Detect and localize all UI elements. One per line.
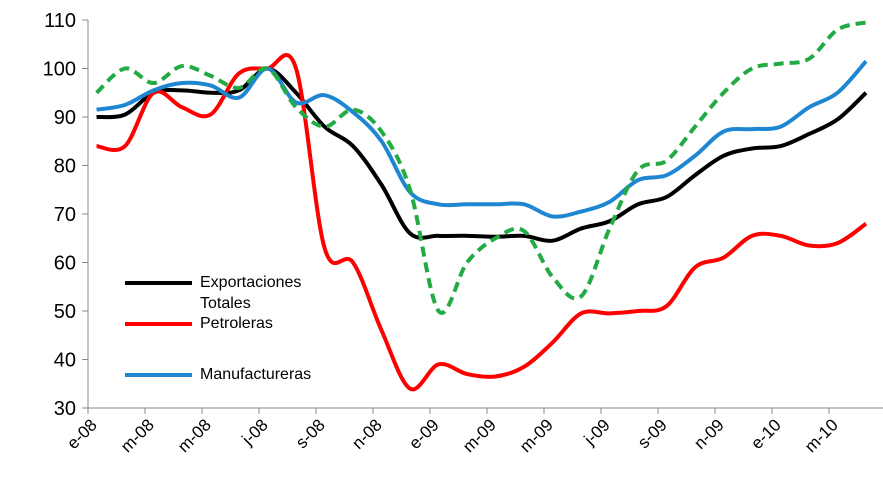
x-tick-label: j-09 (580, 415, 614, 449)
x-tick-label: m-08 (117, 415, 158, 456)
x-tick-label: s-08 (292, 415, 329, 452)
y-tick-label: 80 (54, 156, 76, 178)
legend-label: Petroleras (200, 315, 273, 332)
x-tick-label: e-08 (63, 415, 100, 452)
x-tick-label: m-09 (516, 415, 557, 456)
x-tick-label: n-08 (348, 415, 385, 452)
x-tick-label: m-08 (174, 415, 215, 456)
series-line (96, 53, 868, 392)
series-line (96, 59, 868, 219)
y-tick-label: 70 (54, 204, 76, 226)
series-line (96, 66, 868, 243)
y-tick-label: 40 (54, 350, 76, 372)
legend-label: Exportaciones Totales (200, 274, 302, 312)
y-tick-label: 100 (43, 59, 76, 81)
x-tick-label: m-10 (801, 415, 842, 456)
x-tick-label: s-09 (634, 415, 671, 452)
series-line (95, 20, 867, 315)
x-tick-label: e-10 (747, 415, 784, 452)
y-tick-label: 90 (54, 107, 76, 129)
y-tick-label: 30 (54, 398, 76, 420)
y-tick-label: 110 (44, 10, 76, 32)
y-tick-label: 60 (54, 253, 76, 275)
legend-label: Manufactureras (200, 366, 312, 383)
x-tick-label: n-09 (690, 415, 727, 452)
x-tick-label: m-09 (459, 415, 500, 456)
x-tick-label: j-08 (238, 415, 272, 449)
x-tick-label: e-09 (405, 415, 442, 452)
y-tick-label: 50 (54, 301, 76, 323)
